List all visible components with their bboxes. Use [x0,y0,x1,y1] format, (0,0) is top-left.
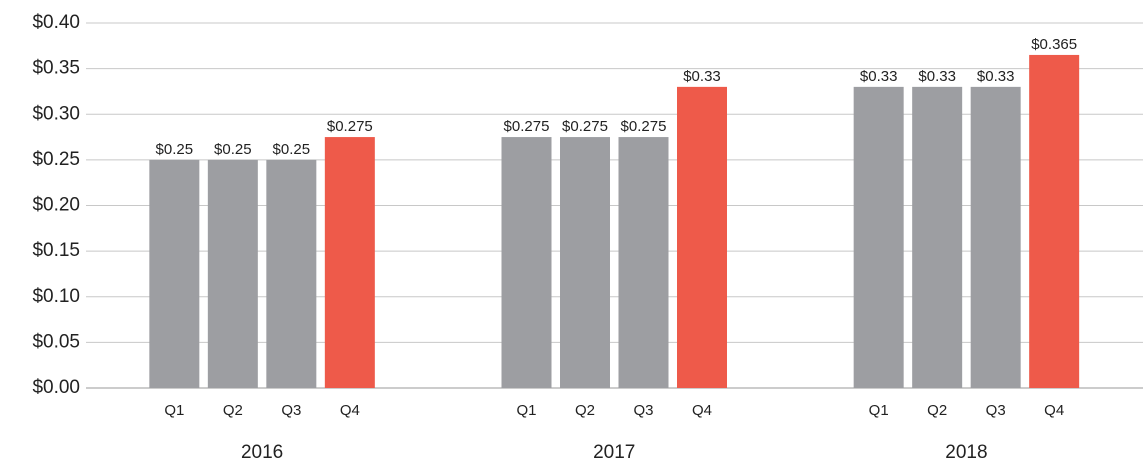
bar [324,137,375,388]
value-label: $0.275 [562,118,608,135]
value-label: $0.33 [918,68,956,85]
x-tick-label: Q2 [927,402,947,419]
y-tick-label: $0.00 [32,377,80,398]
y-tick-label: $0.30 [32,103,80,124]
bar [970,86,1021,388]
value-label: $0.275 [327,118,373,135]
bar [677,86,727,388]
value-label: $0.33 [683,68,721,85]
x-tick-label: Q2 [575,402,595,419]
y-tick-label: $0.15 [32,240,80,261]
x-tick-label: Q4 [692,402,712,419]
bar [618,137,669,388]
x-tick-label: Q1 [164,402,184,419]
x-tick-label: Q4 [1044,402,1064,419]
group-label: 2017 [593,442,635,463]
x-tick-label: Q3 [281,402,301,419]
y-tick-label: $0.05 [32,331,80,352]
x-tick-label: Q2 [223,402,243,419]
group-label: 2016 [241,442,283,463]
value-label: $0.33 [860,68,898,85]
value-label: $0.275 [504,118,550,135]
y-tick-label: $0.35 [32,58,80,79]
x-tick-label: Q3 [633,402,653,419]
bar [1029,54,1080,388]
value-label: $0.275 [621,118,667,135]
x-tick-label: Q1 [869,402,889,419]
y-tick-label: $0.25 [32,149,80,170]
bar [207,159,258,388]
y-tick-label: $0.20 [32,195,80,216]
y-tick-label: $0.10 [32,286,80,307]
value-label: $0.25 [273,141,311,158]
bar [266,159,317,388]
value-label: $0.33 [977,68,1015,85]
x-tick-label: Q3 [986,402,1006,419]
bar [912,86,963,388]
value-label: $0.365 [1031,36,1077,53]
value-label: $0.25 [156,141,194,158]
y-tick-label: $0.40 [32,12,80,33]
bar [560,137,610,388]
bar [149,159,200,388]
bar [501,137,552,388]
bar [853,86,904,388]
x-tick-label: Q1 [516,402,536,419]
group-label: 2018 [945,442,987,463]
value-label: $0.25 [214,141,252,158]
x-tick-label: Q4 [340,402,360,419]
